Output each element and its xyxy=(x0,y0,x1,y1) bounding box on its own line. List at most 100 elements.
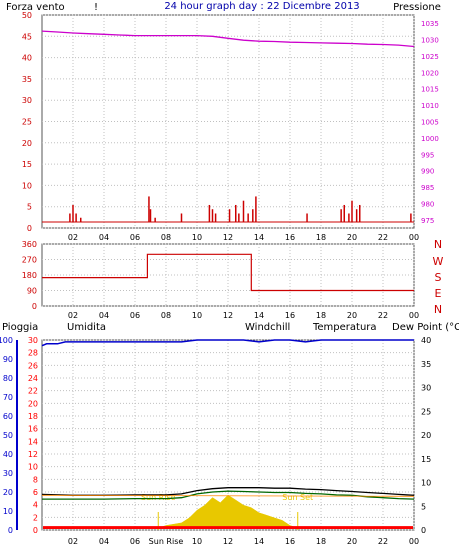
y-right-tick-label: 1005 xyxy=(421,119,439,127)
x-tick-label: 12 xyxy=(223,233,233,242)
wind-pressure-panel: 02 04 06 08 10 12 14 16 18 20 22 000510152025303540… xyxy=(22,11,439,242)
y-rain-tick-label: 20 xyxy=(28,399,38,408)
compass-letter: W xyxy=(433,255,444,268)
x-tick-label: 18 xyxy=(316,311,326,320)
y-left-tick-label: 45 xyxy=(22,32,32,41)
y-rain-tick-label: 24 xyxy=(28,374,38,383)
y-direction-tick-label: 270 xyxy=(22,256,37,265)
compass-letter: S xyxy=(435,271,442,284)
y-temp-tick-label: 25 xyxy=(421,407,431,416)
y-rain-tick-label: 22 xyxy=(28,387,38,396)
x-tick-label: 00 xyxy=(409,233,419,242)
y-direction-tick-label: 90 xyxy=(27,287,37,296)
y-left-tick-label: 35 xyxy=(22,75,32,84)
x-tick-label: 16 xyxy=(285,537,295,546)
x-tick-label: 14 xyxy=(254,311,264,320)
x-tick-label: 12 xyxy=(223,311,233,320)
x-tick-label: Sun Rise xyxy=(149,537,184,546)
y-humidity-tick-label: 0 xyxy=(8,526,13,535)
sunset-label: Sun Set xyxy=(282,493,313,502)
y-left-tick-label: 40 xyxy=(22,54,32,63)
y-temp-tick-label: 35 xyxy=(421,360,431,369)
legend-rain: Pioggia xyxy=(2,322,38,333)
x-tick-label: 06 xyxy=(130,311,140,320)
y-temp-tick-label: 5 xyxy=(421,502,426,511)
y-rain-tick-label: 14 xyxy=(28,437,38,446)
y-right-tick-label: 1000 xyxy=(421,135,439,143)
y-humidity-tick-label: 20 xyxy=(3,488,13,497)
y-left-tick-label: 15 xyxy=(22,160,32,169)
y-left-tick-label: 0 xyxy=(27,224,32,233)
y-rain-tick-label: 16 xyxy=(28,425,38,434)
windchill-line xyxy=(41,494,415,497)
y-left-tick-label: 50 xyxy=(22,11,32,20)
x-tick-label: 06 xyxy=(130,537,140,546)
x-tick-label: 04 xyxy=(99,233,109,242)
x-tick-label: 16 xyxy=(285,233,295,242)
rain-bar xyxy=(43,526,413,529)
y-rain-tick-label: 26 xyxy=(28,361,38,370)
x-tick-label: 14 xyxy=(254,233,264,242)
y-humidity-tick-label: 40 xyxy=(3,450,13,459)
y-temp-tick-label: 10 xyxy=(421,479,431,488)
y-temp-tick-label: 40 xyxy=(421,336,431,345)
y-right-tick-label: 1025 xyxy=(421,53,439,61)
y-humidity-tick-label: 100 xyxy=(0,336,13,345)
x-tick-label: 02 xyxy=(68,311,78,320)
x-tick-label: 08 xyxy=(161,233,171,242)
y-temp-tick-label: 0 xyxy=(421,526,426,535)
x-tick-label: 14 xyxy=(254,537,264,546)
y-right-tick-label: 975 xyxy=(421,217,434,225)
y-right-tick-label: 1020 xyxy=(421,69,439,77)
y-temp-tick-label: 30 xyxy=(421,384,431,393)
x-tick-label: 00 xyxy=(409,537,419,546)
compass-letter: E xyxy=(435,287,442,300)
y-right-tick-label: 985 xyxy=(421,184,434,192)
y-right-tick-label: 1035 xyxy=(421,20,439,28)
x-tick-label: 20 xyxy=(347,537,357,546)
pressure-line xyxy=(41,30,415,48)
y-humidity-tick-label: 30 xyxy=(3,469,13,478)
legend-temperature: Temperatura xyxy=(312,322,377,333)
x-tick-label: 18 xyxy=(316,537,326,546)
temperature-line xyxy=(41,487,415,496)
y-right-tick-label: 1010 xyxy=(421,102,439,110)
solar-area xyxy=(158,494,298,529)
x-tick-label: 20 xyxy=(347,311,357,320)
x-tick-label: 04 xyxy=(99,537,109,546)
y-rain-tick-label: 18 xyxy=(28,412,38,421)
x-tick-label: 08 xyxy=(161,311,171,320)
y-left-tick-label: 25 xyxy=(22,118,32,127)
x-tick-label: 10 xyxy=(192,537,202,546)
y-direction-tick-label: 360 xyxy=(22,240,37,249)
x-tick-label: 22 xyxy=(378,311,388,320)
y-rain-tick-label: 6 xyxy=(33,488,38,497)
y-humidity-tick-label: 70 xyxy=(3,393,13,402)
x-tick-label: 20 xyxy=(347,233,357,242)
y-humidity-tick-label: 90 xyxy=(3,355,13,364)
y-temp-tick-label: 20 xyxy=(421,431,431,440)
y-right-tick-label: 1030 xyxy=(421,37,439,45)
x-tick-label: 06 xyxy=(130,233,140,242)
y-right-tick-label: 1015 xyxy=(421,86,439,94)
x-tick-label: 22 xyxy=(378,537,388,546)
x-tick-label: 18 xyxy=(316,233,326,242)
y-humidity-tick-label: 60 xyxy=(3,412,13,421)
x-tick-label: 04 xyxy=(99,311,109,320)
y-left-tick-label: 30 xyxy=(22,96,32,105)
y-rain-tick-label: 0 xyxy=(33,526,38,535)
header-wind-label: Forza vento xyxy=(6,2,65,13)
x-tick-label: 12 xyxy=(223,537,233,546)
x-tick-label: 02 xyxy=(68,537,78,546)
header-wind-mark: ! xyxy=(94,2,98,13)
y-rain-tick-label: 8 xyxy=(33,475,38,484)
y-humidity-tick-label: 80 xyxy=(3,374,13,383)
x-tick-label: 16 xyxy=(285,311,295,320)
y-rain-tick-label: 2 xyxy=(33,513,38,522)
y-direction-tick-label: 180 xyxy=(22,271,37,280)
y-rain-tick-label: 30 xyxy=(28,336,38,345)
chart-title: 24 hour graph day : 22 Dicembre 2013 xyxy=(164,1,359,12)
